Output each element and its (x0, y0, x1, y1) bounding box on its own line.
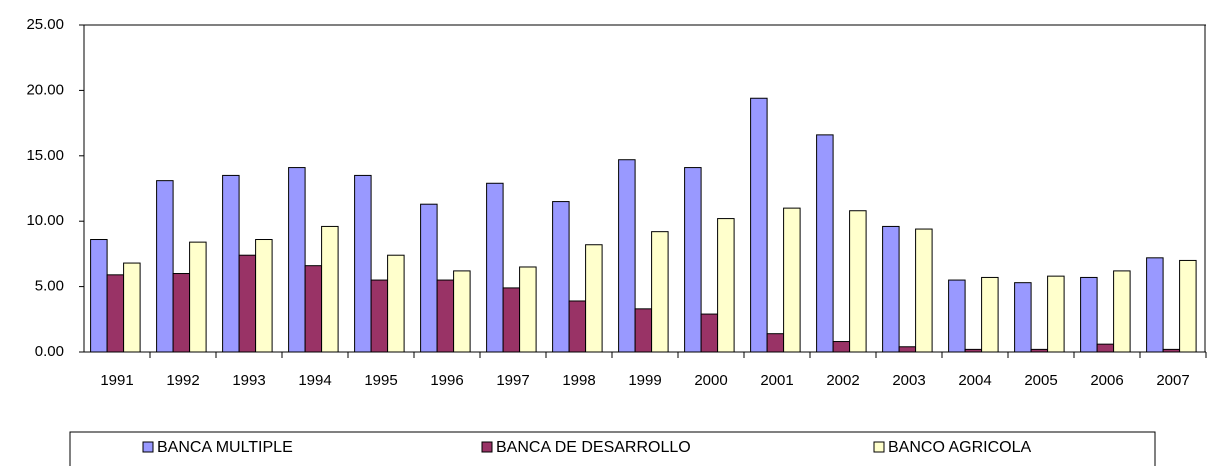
bar (684, 167, 702, 353)
bar (222, 174, 240, 353)
bar (832, 341, 851, 353)
bar (882, 225, 900, 353)
y-tick-label: 0.00 (35, 343, 64, 360)
x-tick-label: 1993 (232, 372, 265, 389)
bar (1179, 259, 1197, 353)
bar (1096, 343, 1115, 353)
bar (304, 265, 323, 353)
bar (288, 167, 306, 353)
bar (90, 239, 108, 353)
bar (568, 300, 587, 353)
bar (816, 134, 834, 353)
bar (106, 274, 125, 353)
bar (981, 276, 999, 353)
x-tick-label: 2004 (958, 372, 991, 389)
x-tick-label: 1999 (628, 372, 661, 389)
bar (519, 266, 537, 353)
bar (453, 270, 471, 353)
bar (1047, 275, 1065, 353)
bar (948, 279, 966, 353)
x-tick-label: 1996 (430, 372, 463, 389)
y-tick-label: 25.00 (26, 16, 64, 33)
bar (436, 279, 455, 353)
legend-marker (873, 441, 885, 453)
bar (717, 218, 735, 353)
bar (552, 201, 570, 353)
bar (486, 182, 504, 353)
y-tick-label: 15.00 (26, 147, 64, 164)
bar (354, 174, 372, 353)
x-tick-label: 2000 (694, 372, 727, 389)
bar (321, 225, 339, 353)
bar (172, 273, 191, 353)
x-tick-label: 2003 (892, 372, 925, 389)
y-tick-label: 10.00 (26, 212, 64, 229)
x-tick-label: 2006 (1090, 372, 1123, 389)
bar (1146, 257, 1164, 353)
bar (700, 313, 719, 353)
bar (618, 159, 636, 353)
x-tick-label: 1992 (166, 372, 199, 389)
bar (420, 203, 438, 353)
legend-marker (142, 441, 154, 453)
bar (502, 287, 521, 353)
x-tick-label: 2002 (826, 372, 859, 389)
bar (849, 210, 867, 353)
bar (1080, 276, 1098, 353)
y-tick-label: 5.00 (35, 278, 64, 295)
bar (766, 333, 785, 353)
x-tick-label: 2005 (1024, 372, 1057, 389)
bar (156, 180, 174, 353)
bar (651, 231, 669, 353)
bar (585, 244, 603, 353)
bar (783, 207, 801, 353)
legend-box (69, 431, 1156, 466)
bar (238, 254, 257, 353)
legend-label: BANCA DE DESARROLLO (496, 439, 691, 456)
bar (1113, 270, 1131, 353)
legend-label: BANCO AGRICOLA (888, 439, 1031, 456)
x-tick-label: 1995 (364, 372, 397, 389)
bar (915, 228, 933, 353)
y-tick-label: 20.00 (26, 81, 64, 98)
bar (189, 241, 207, 353)
bar (123, 262, 141, 353)
x-tick-label: 1998 (562, 372, 595, 389)
legend-marker (481, 441, 493, 453)
x-tick-label: 1997 (496, 372, 529, 389)
bar (387, 254, 405, 353)
x-tick-label: 1991 (100, 372, 133, 389)
bar (255, 239, 273, 353)
x-tick-label: 2001 (760, 372, 793, 389)
bar (370, 279, 389, 353)
legend-label: BANCA MULTIPLE (157, 439, 293, 456)
x-tick-label: 1994 (298, 372, 331, 389)
x-tick-label: 2007 (1156, 372, 1189, 389)
bar (898, 346, 917, 353)
bar (750, 97, 768, 353)
bar (1014, 282, 1032, 353)
bar (634, 308, 653, 353)
